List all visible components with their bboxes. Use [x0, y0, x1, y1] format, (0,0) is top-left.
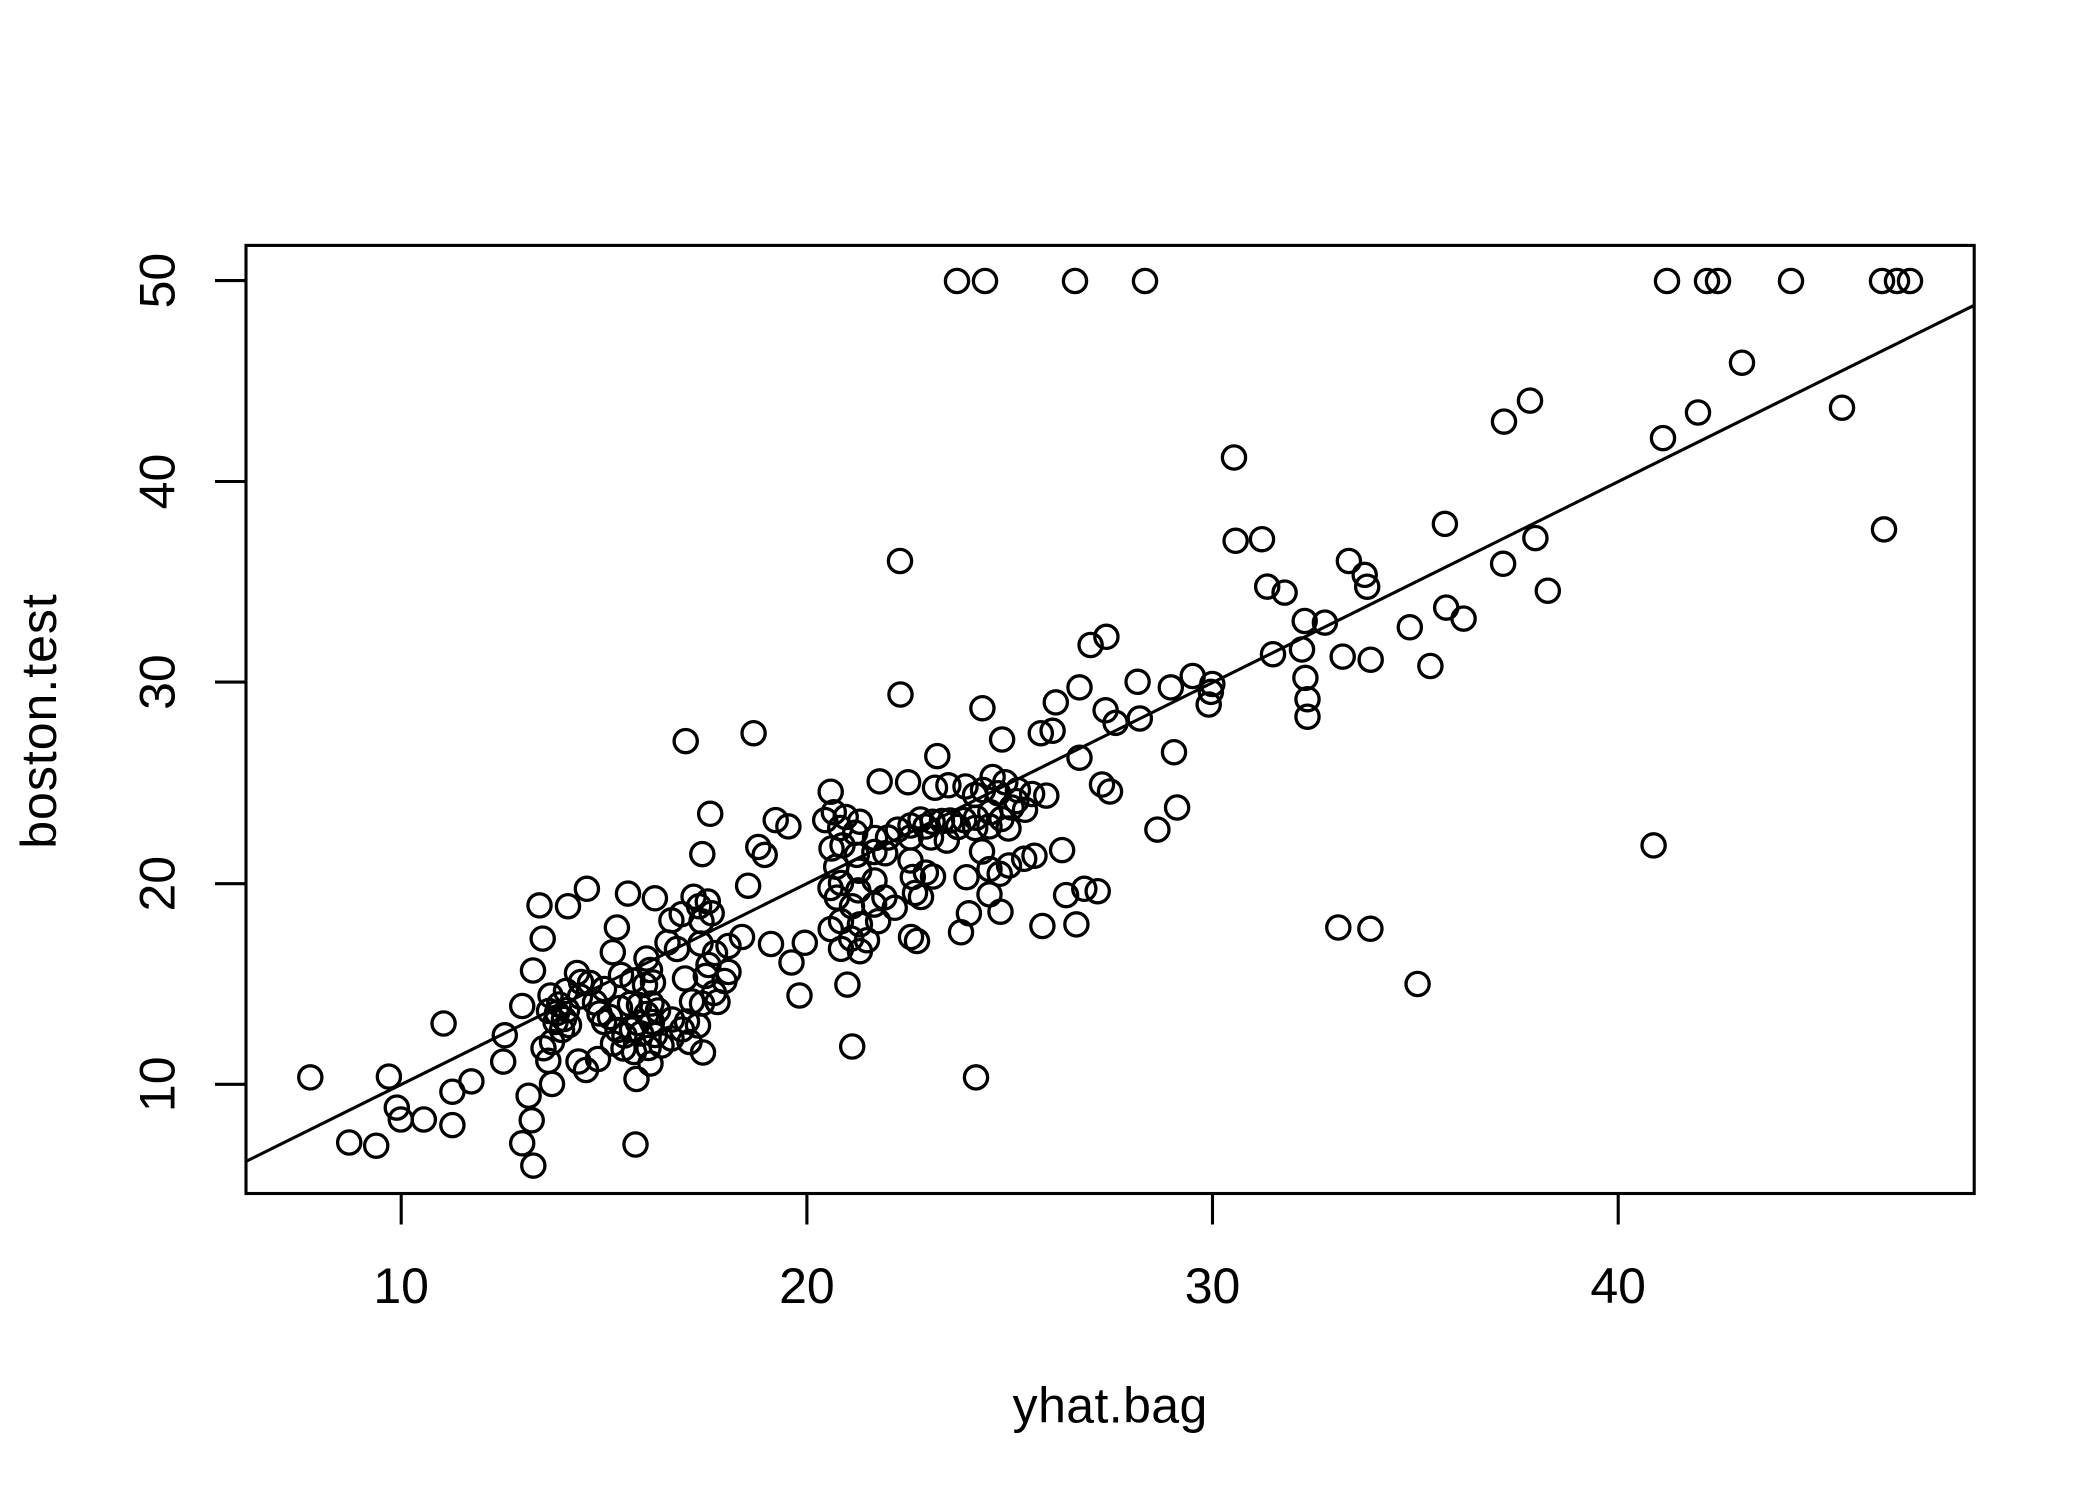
svg-text:10: 10	[373, 1258, 429, 1314]
svg-text:50: 50	[130, 253, 186, 309]
svg-text:40: 40	[130, 454, 186, 510]
svg-text:20: 20	[779, 1258, 835, 1314]
svg-text:20: 20	[130, 856, 186, 912]
svg-text:30: 30	[1185, 1258, 1241, 1314]
svg-text:yhat.bag: yhat.bag	[1013, 1378, 1208, 1434]
svg-text:30: 30	[130, 654, 186, 710]
svg-text:40: 40	[1590, 1258, 1646, 1314]
svg-text:boston.test: boston.test	[11, 593, 67, 849]
svg-text:10: 10	[130, 1056, 186, 1112]
